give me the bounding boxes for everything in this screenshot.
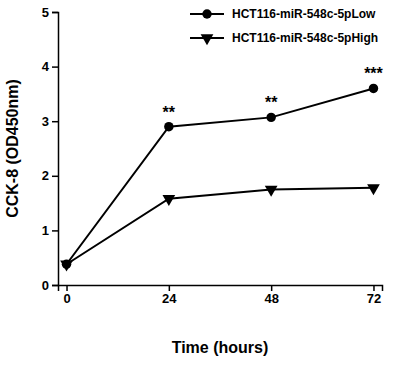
- legend-label: HCT116-miR-548c-5pLow: [232, 7, 376, 21]
- marker: [60, 261, 73, 272]
- x-axis-title: Time (hours): [172, 339, 269, 356]
- tick-mark: [373, 285, 375, 291]
- tick: 4: [42, 59, 58, 74]
- tick-label: 1: [42, 223, 49, 238]
- tick: 72: [367, 285, 381, 306]
- annotation: ***: [364, 65, 383, 82]
- tick-label: 24: [162, 291, 177, 306]
- annotation: **: [265, 94, 278, 111]
- tick-label: 0: [42, 278, 49, 293]
- tick-label: 0: [63, 291, 70, 306]
- legend-label: HCT116-miR-548c-5pHigh: [232, 31, 378, 45]
- tick-label: 2: [42, 168, 49, 183]
- legend: HCT116-miR-548c-5pLow HCT116-miR-548c-5pH…: [190, 7, 378, 45]
- tick-mark: [52, 176, 58, 178]
- marker: [369, 84, 378, 93]
- tick: 5: [42, 5, 58, 20]
- tick: 3: [42, 114, 58, 129]
- legend-marker: [202, 9, 211, 18]
- tick-label: 72: [367, 291, 381, 306]
- tick-mark: [52, 12, 58, 14]
- tick-mark: [52, 285, 58, 287]
- tick-mark: [169, 285, 171, 291]
- tick-mark: [66, 285, 68, 291]
- tick: 48: [264, 285, 278, 306]
- x-axis: 0 24 48 72: [59, 285, 383, 306]
- tick-mark: [52, 230, 58, 232]
- axis-line: [59, 286, 383, 292]
- tick-label: 4: [42, 59, 50, 74]
- y-axis: 0 1 2 3 4 5: [42, 5, 59, 293]
- tick-label: 48: [264, 291, 278, 306]
- tick-mark: [52, 66, 58, 68]
- tick: 2: [42, 168, 58, 183]
- tick: 0: [63, 285, 70, 306]
- plot-area: [60, 84, 380, 272]
- tick-mark: [271, 285, 273, 291]
- tick-label: 3: [42, 114, 49, 129]
- tick: 0: [42, 278, 58, 293]
- axis-line: [52, 13, 59, 286]
- marker: [164, 122, 173, 131]
- legend-marker: [201, 34, 214, 45]
- series-line: [67, 188, 374, 264]
- y-axis-title: CCK-8 (OD450nm): [4, 79, 21, 218]
- tick-mark: [52, 121, 58, 123]
- marker: [162, 195, 175, 206]
- tick: 1: [42, 223, 58, 238]
- tick: 24: [162, 285, 177, 306]
- tick-label: 5: [42, 5, 49, 20]
- marker: [367, 184, 380, 195]
- series-line: [67, 88, 374, 264]
- marker: [266, 113, 275, 122]
- annotation: **: [163, 104, 176, 121]
- chart: 0 24 48 72 0 1 2 3 4 5 Time (hours) CCK-8 (OD450nm)…: [0, 0, 415, 371]
- marker: [265, 186, 278, 197]
